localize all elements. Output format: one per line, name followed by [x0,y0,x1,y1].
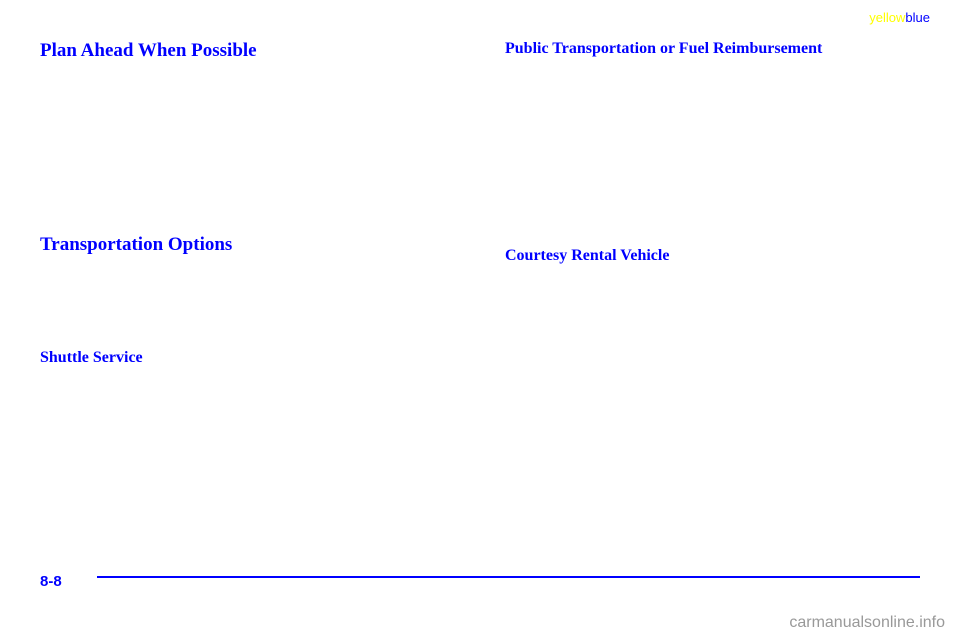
body-transportation-options: Warranty service can generally be comple… [40,266,455,325]
body-public-transportation: If your vehicle requires overnight warra… [505,66,920,222]
left-column: Plan Ahead When Possible When possible, … [40,40,455,478]
section-shuttle-service: Shuttle Service Participating dealers ca… [40,349,455,453]
right-column: Public Transportation or Fuel Reimbursem… [505,40,920,478]
heading-shuttle-service: Shuttle Service [40,349,455,367]
content-area: Plan Ahead When Possible When possible, … [0,0,960,478]
header-yellow-text: yellow [869,10,905,25]
header-blue-text: blue [905,10,930,25]
section-transportation-options: Transportation Options Warranty service … [40,234,455,325]
body-courtesy-rental: When your vehicle is unavailable due to … [505,273,920,410]
heading-public-transportation: Public Transportation or Fuel Reimbursem… [505,40,920,58]
body-shuttle-service: Participating dealers can provide you wi… [40,375,455,453]
footer-wrap: 8-8 [40,573,920,590]
header-marker: yellowblue [869,10,930,25]
heading-transportation-options: Transportation Options [40,234,455,256]
section-plan-ahead: Plan Ahead When Possible When possible, … [40,40,455,209]
section-public-transportation: Public Transportation or Fuel Reimbursem… [505,40,920,222]
section-courtesy-rental: Courtesy Rental Vehicle When your vehicl… [505,247,920,410]
heading-courtesy-rental: Courtesy Rental Vehicle [505,247,920,265]
footer: 8-8 [40,573,920,590]
watermark: carmanualsonline.info [789,614,945,632]
heading-plan-ahead: Plan Ahead When Possible [40,40,455,62]
body-plan-ahead: When possible, bring your vehicle to the… [40,72,455,209]
footer-line [97,576,920,578]
page-number: 8-8 [40,573,62,590]
